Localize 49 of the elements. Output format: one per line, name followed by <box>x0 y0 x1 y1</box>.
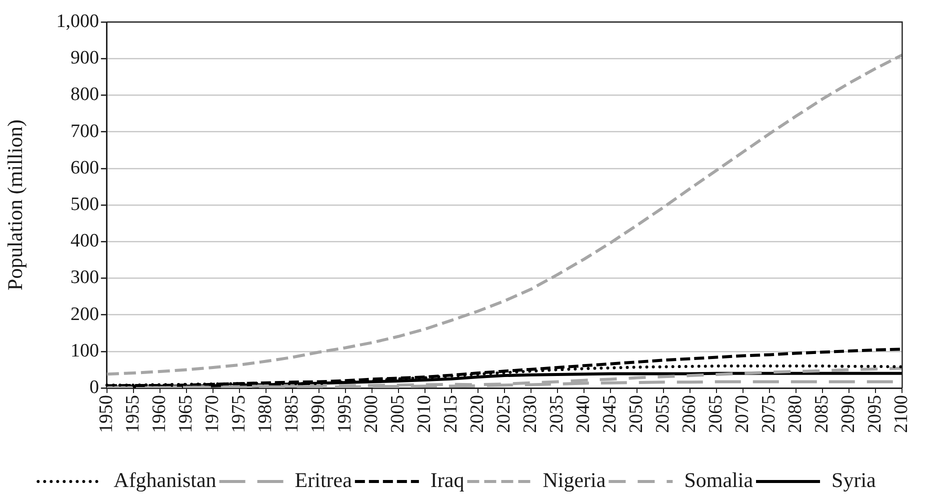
y-tick-label: 600 <box>70 157 99 178</box>
x-tick-label: 1985 <box>281 395 302 433</box>
legend-label: Syria <box>832 468 877 492</box>
x-tick-label: 2045 <box>600 395 621 433</box>
x-tick-label: 1995 <box>334 395 356 433</box>
x-tick-label: 2050 <box>626 395 648 433</box>
x-tick-label: 2070 <box>732 395 754 433</box>
legend-label: Afghanistan <box>114 468 217 492</box>
legend-label: Iraq <box>430 468 465 492</box>
y-tick-label: 500 <box>70 194 99 215</box>
y-tick-label: 300 <box>70 267 99 288</box>
y-tick-label: 0 <box>89 376 99 398</box>
y-tick-label: 1,000 <box>56 10 99 32</box>
x-tick-label: 1980 <box>254 395 276 433</box>
x-tick-label: 1990 <box>308 395 329 433</box>
legend-label: Somalia <box>684 468 754 492</box>
x-tick-label: 2035 <box>546 395 568 433</box>
y-tick-label: 200 <box>70 304 99 325</box>
x-tick-label: 1960 <box>148 395 170 433</box>
x-tick-label: 2030 <box>520 395 542 433</box>
x-tick-label: 2055 <box>652 395 674 433</box>
y-tick-label: 900 <box>70 48 99 69</box>
x-tick-label: 2095 <box>864 395 886 433</box>
x-tick-label: 2060 <box>679 395 700 433</box>
x-tick-label: 1975 <box>228 395 250 433</box>
x-tick-label: 2090 <box>838 395 860 433</box>
x-tick-label: 2080 <box>785 395 806 433</box>
x-tick-label: 1970 <box>202 395 223 433</box>
x-tick-label: 2020 <box>467 395 488 433</box>
x-tick-label: 2010 <box>414 395 436 433</box>
x-tick-label: 2015 <box>440 395 462 433</box>
x-tick-label: 2075 <box>758 395 780 433</box>
x-tick-label: 1955 <box>122 395 144 433</box>
x-tick-label: 1950 <box>96 395 117 433</box>
x-tick-label: 2085 <box>812 395 833 433</box>
y-tick-label: 100 <box>70 340 99 362</box>
x-tick-label: 2065 <box>706 395 727 433</box>
y-tick-label: 700 <box>70 120 99 142</box>
x-tick-label: 2100 <box>891 395 912 433</box>
legend-label: Eritrea <box>294 468 353 492</box>
x-tick-label: 2005 <box>388 395 409 433</box>
x-tick-label: 2040 <box>573 395 594 433</box>
x-tick-label: 2025 <box>494 395 515 433</box>
legend-label: Nigeria <box>542 468 606 492</box>
x-tick-label: 1965 <box>175 395 196 433</box>
y-tick-label: 400 <box>70 230 99 252</box>
x-tick-label: 2000 <box>361 395 382 433</box>
y-tick-label: 800 <box>70 84 99 106</box>
y-axis-title: Population (million) <box>3 120 28 290</box>
